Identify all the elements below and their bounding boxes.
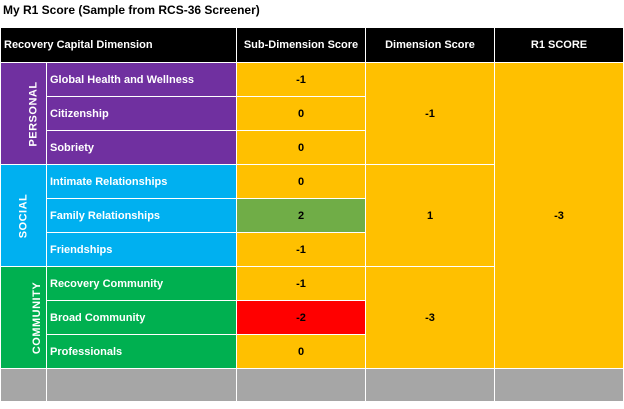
group-label-community: COMMUNITY bbox=[0, 266, 47, 369]
sub-score-recovery-community: -1 bbox=[236, 266, 366, 301]
r1-score-value: -3 bbox=[494, 62, 624, 369]
sub-score-friendships: -1 bbox=[236, 232, 366, 267]
header-dimension-score: Dimension Score bbox=[365, 27, 495, 63]
row-name-intimate-relationships: Intimate Relationships bbox=[46, 164, 237, 199]
row-name-sobriety: Sobriety bbox=[46, 130, 237, 165]
footer-cell bbox=[365, 368, 495, 402]
group-label-social: SOCIAL bbox=[0, 164, 47, 267]
table-row: Professionals 0 bbox=[1, 334, 624, 369]
r1-score-table: Recovery Capital Dimension Sub-Dimension… bbox=[0, 27, 624, 402]
table-row: PERSONAL Global Health and Wellness -1 -… bbox=[0, 62, 624, 369]
row-name-professionals: Professionals bbox=[46, 334, 237, 369]
header-r1-score: R1 SCORE bbox=[494, 27, 624, 63]
sub-score-sobriety: 0 bbox=[236, 130, 366, 165]
row-name-global-health: Global Health and Wellness bbox=[46, 62, 237, 97]
dimension-score-social: 1 bbox=[365, 164, 495, 267]
dimension-score-community: -3 bbox=[365, 266, 495, 369]
sheet-title: My R1 Score (Sample from RCS-36 Screener… bbox=[3, 3, 260, 17]
table-row: Family Relationships 2 bbox=[1, 198, 624, 233]
group-label-personal: PERSONAL bbox=[0, 62, 47, 165]
footer-cell bbox=[0, 368, 47, 402]
table-row: Citizenship 0 bbox=[1, 96, 624, 131]
header-row: Recovery Capital Dimension Sub-Dimension… bbox=[0, 27, 624, 63]
row-name-family-relationships: Family Relationships bbox=[46, 198, 237, 233]
header-dimension: Recovery Capital Dimension bbox=[0, 27, 237, 63]
sub-score-global-health: -1 bbox=[236, 62, 366, 97]
footer-row bbox=[0, 368, 624, 402]
table-row: Sobriety 0 bbox=[1, 130, 624, 165]
row-name-broad-community: Broad Community bbox=[46, 300, 237, 335]
table-row: COMMUNITY Recovery Community -1 -3 bbox=[0, 266, 624, 369]
group-label-text: SOCIAL bbox=[17, 193, 30, 238]
footer-cell bbox=[494, 368, 624, 402]
table-row: SOCIAL Intimate Relationships 0 1 bbox=[0, 164, 624, 267]
footer-cell bbox=[236, 368, 366, 402]
sub-score-professionals: 0 bbox=[236, 334, 366, 369]
header-sub-dimension-score: Sub-Dimension Score bbox=[236, 27, 366, 63]
sub-score-intimate-relationships: 0 bbox=[236, 164, 366, 199]
table-row: Broad Community -2 bbox=[1, 300, 624, 335]
group-label-text: COMMUNITY bbox=[31, 281, 44, 354]
row-name-friendships: Friendships bbox=[46, 232, 237, 267]
sub-score-citizenship: 0 bbox=[236, 96, 366, 131]
group-label-text: PERSONAL bbox=[27, 80, 40, 147]
footer-cell bbox=[46, 368, 237, 402]
sub-score-family-relationships: 2 bbox=[236, 198, 366, 233]
sub-score-broad-community: -2 bbox=[236, 300, 366, 335]
row-name-recovery-community: Recovery Community bbox=[46, 266, 237, 301]
row-name-citizenship: Citizenship bbox=[46, 96, 237, 131]
dimension-score-personal: -1 bbox=[365, 62, 495, 165]
table-row: Friendships -1 bbox=[1, 232, 624, 267]
